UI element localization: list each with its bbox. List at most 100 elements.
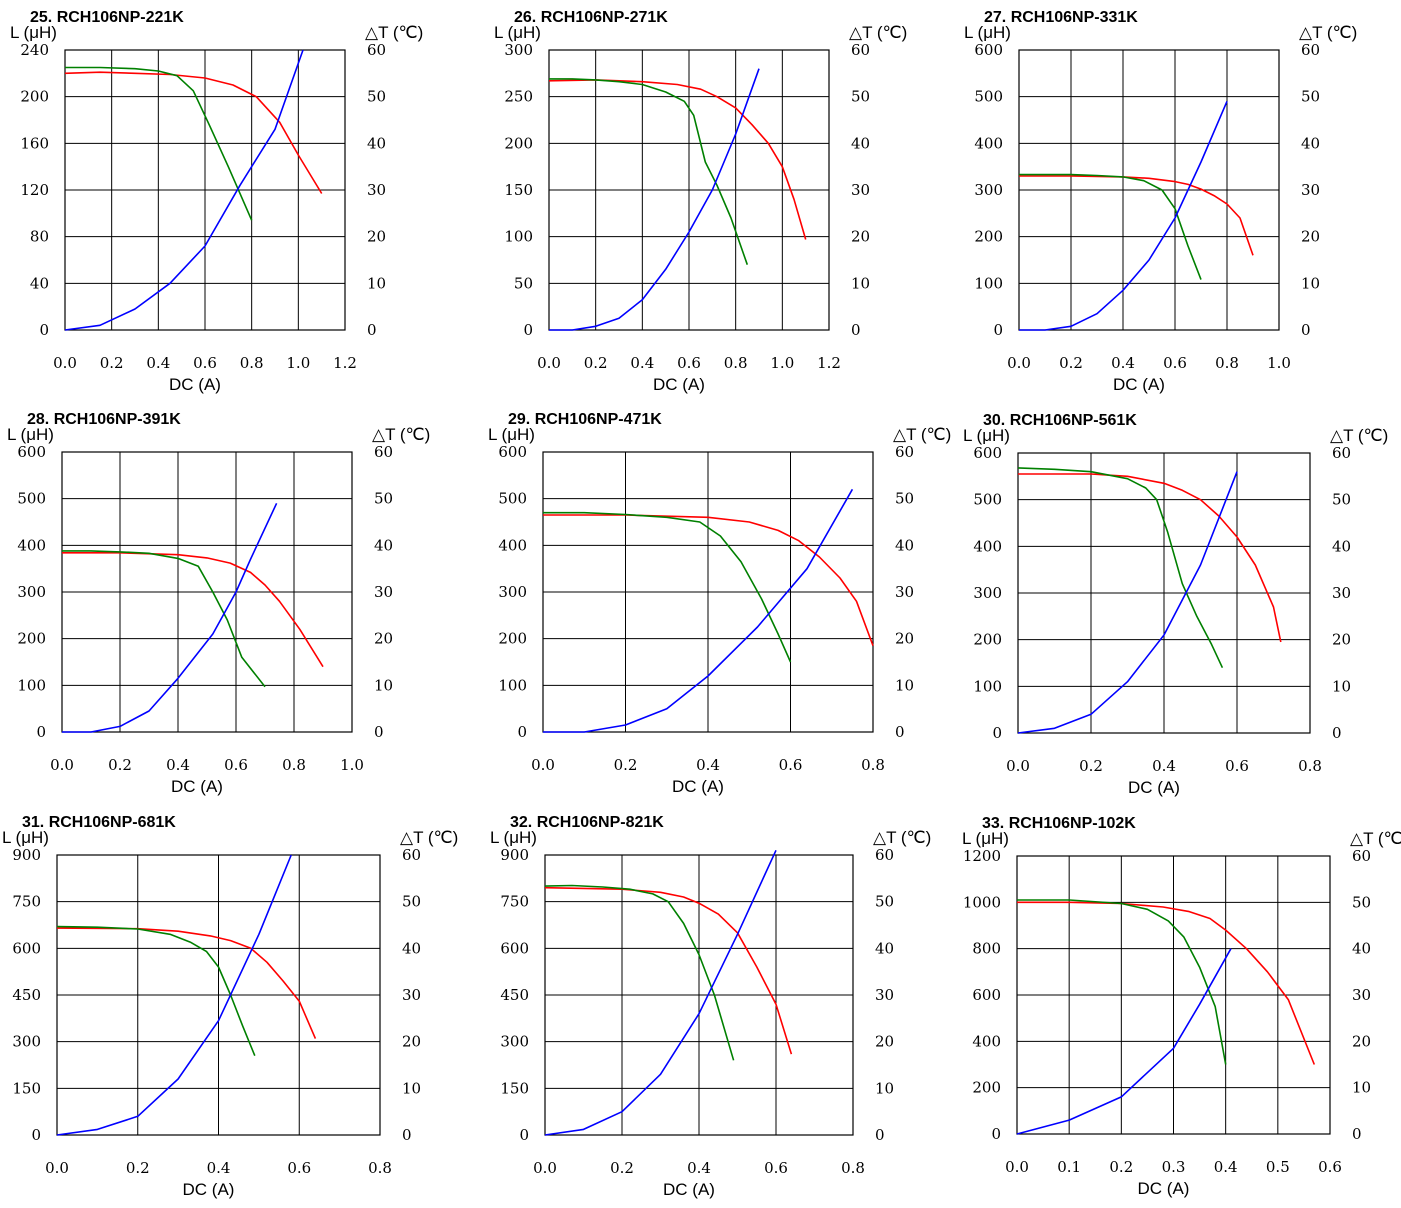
series-line-green xyxy=(543,511,792,663)
y-axis-label: L (μH) xyxy=(2,828,49,847)
plot-frame xyxy=(1018,49,1280,331)
series-line-green xyxy=(56,925,256,1057)
x-tick-label: 0.0 xyxy=(50,756,74,774)
y-tick-label: 600 xyxy=(12,939,41,957)
y2-axis-label: △T (℃) xyxy=(873,828,931,847)
y2-tick-label: 40 xyxy=(851,134,870,152)
series-line-blue xyxy=(1016,948,1232,1135)
series-line-blue xyxy=(56,854,292,1136)
y2-tick-label: 30 xyxy=(875,986,894,1004)
x-tick-label: 0.0 xyxy=(1006,757,1030,775)
y-tick-label: 150 xyxy=(504,181,533,199)
y-tick-label: 300 xyxy=(500,1033,529,1051)
y2-tick-label: 50 xyxy=(1352,893,1371,911)
x-tick-label: 0.6 xyxy=(287,1159,311,1177)
y-tick-label: 450 xyxy=(500,986,529,1004)
y2-axis-label: △T (℃) xyxy=(893,425,951,444)
series-line-red xyxy=(544,886,793,1055)
y-tick-label: 200 xyxy=(973,631,1002,649)
y2-tick-label: 20 xyxy=(1332,631,1351,649)
series-line-green xyxy=(1019,173,1202,280)
x-tick-label: 0.8 xyxy=(841,1159,865,1177)
y2-tick-label: 0 xyxy=(895,723,905,741)
x-tick-label: 0.2 xyxy=(1079,757,1103,775)
y-tick-label: 300 xyxy=(498,583,527,601)
chart-title: 28. RCH106NP-391K xyxy=(27,411,181,428)
y-axis-label: L (μH) xyxy=(490,828,537,847)
y2-tick-label: 40 xyxy=(875,939,894,957)
x-tick-label: 0.2 xyxy=(100,354,124,372)
y-tick-label: 300 xyxy=(504,41,533,59)
plot-frame xyxy=(64,49,346,331)
x-tick-label: 0.8 xyxy=(1215,354,1239,372)
x-tick-label: 0.2 xyxy=(1059,354,1083,372)
x-tick-label: 0.8 xyxy=(724,354,748,372)
x-tick-label: 0.6 xyxy=(677,354,701,372)
y-tick-label: 200 xyxy=(974,228,1003,246)
x-axis-label: DC (A) xyxy=(1113,375,1165,394)
y-tick-label: 300 xyxy=(12,1033,41,1051)
x-tick-label: 0.0 xyxy=(1007,354,1031,372)
y-tick-label: 400 xyxy=(974,134,1003,152)
series-line-green xyxy=(1017,467,1224,669)
x-tick-label: 0.4 xyxy=(1111,354,1135,372)
y-tick-label: 200 xyxy=(972,1079,1001,1097)
y-tick-label: 900 xyxy=(500,846,529,864)
x-tick-label: 0.6 xyxy=(1318,1158,1342,1176)
plot-frame xyxy=(61,451,353,733)
x-axis-label: DC (A) xyxy=(171,777,223,796)
y-tick-label: 400 xyxy=(17,536,46,554)
x-tick-label: 0.6 xyxy=(779,756,803,774)
y2-tick-label: 60 xyxy=(374,443,393,461)
x-tick-label: 0.4 xyxy=(1214,1158,1238,1176)
x-tick-label: 0.6 xyxy=(193,354,217,372)
x-tick-label: 1.0 xyxy=(340,756,364,774)
y-tick-label: 1000 xyxy=(963,893,1001,911)
series-line-red xyxy=(1018,473,1282,643)
y2-axis-label: △T (℃) xyxy=(365,23,423,42)
y2-tick-label: 20 xyxy=(851,228,870,246)
y-tick-label: 1200 xyxy=(963,847,1001,865)
y2-tick-label: 10 xyxy=(851,274,870,292)
series-line-blue xyxy=(1019,100,1228,331)
series-line-blue xyxy=(543,488,854,733)
chart-title: 29. RCH106NP-471K xyxy=(508,411,662,428)
y2-tick-label: 60 xyxy=(402,846,421,864)
x-tick-label: 0.0 xyxy=(45,1159,69,1177)
x-tick-label: 0.2 xyxy=(614,756,638,774)
x-tick-label: 0.5 xyxy=(1266,1158,1290,1176)
y2-axis-label: △T (℃) xyxy=(1350,829,1401,848)
y2-tick-label: 30 xyxy=(1332,584,1351,602)
chart-title: 27. RCH106NP-331K xyxy=(984,9,1138,26)
plot-frame xyxy=(544,854,854,1136)
y-tick-label: 0 xyxy=(31,1126,41,1144)
x-axis-label: DC (A) xyxy=(1128,778,1180,797)
x-tick-label: 0.4 xyxy=(1152,757,1176,775)
y-tick-label: 500 xyxy=(973,491,1002,509)
y-tick-label: 300 xyxy=(974,181,1003,199)
y2-tick-label: 60 xyxy=(875,846,894,864)
y-tick-label: 600 xyxy=(500,939,529,957)
y-tick-label: 600 xyxy=(973,444,1002,462)
y-tick-label: 0 xyxy=(517,723,527,741)
series-line-green xyxy=(62,550,266,688)
x-axis-label: DC (A) xyxy=(672,777,724,796)
plot-frame xyxy=(1017,452,1311,734)
y2-tick-label: 10 xyxy=(895,676,914,694)
x-tick-label: 0.1 xyxy=(1057,1158,1081,1176)
x-axis-label: DC (A) xyxy=(169,375,221,394)
y-tick-label: 300 xyxy=(17,583,46,601)
y2-tick-label: 60 xyxy=(851,41,870,59)
series-line-red xyxy=(543,514,874,646)
series-line-green xyxy=(549,78,749,265)
y-tick-label: 800 xyxy=(972,940,1001,958)
x-axis-label: DC (A) xyxy=(183,1180,235,1199)
y-tick-label: 40 xyxy=(30,274,49,292)
y2-tick-label: 0 xyxy=(1352,1125,1362,1143)
chart-title: 25. RCH106NP-221K xyxy=(30,9,184,26)
y-tick-label: 150 xyxy=(12,1079,41,1097)
chart-panel-8: 0.0 0.2 0.4 0.6 0.8 0 150 300 450 600 750 900 0 10 20 3… xyxy=(490,814,931,1199)
y-tick-label: 450 xyxy=(12,986,41,1004)
chart-panel-3: 0.0 0.2 0.4 0.6 0.8 1.0 0 100 200 300 400 500 600 0 10… xyxy=(964,9,1357,394)
